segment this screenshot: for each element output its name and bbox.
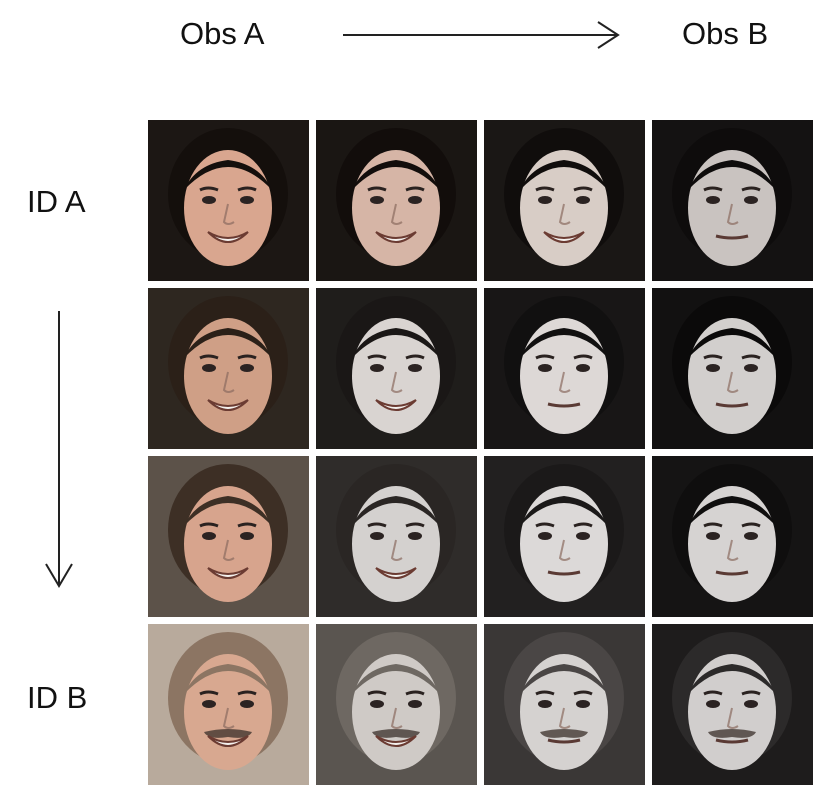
face-r4-c3 (484, 624, 645, 785)
face-r1-c4 (652, 120, 813, 281)
face-r2-c4 (652, 288, 813, 449)
face-r1-c2 (316, 120, 477, 281)
obs-b-label: Obs B (682, 16, 769, 51)
id-a-label: ID A (27, 184, 86, 219)
face-r4-c1 (148, 624, 309, 785)
face-r4-c2 (316, 624, 477, 785)
face-r1-c1 (148, 120, 309, 281)
vertical-arrow-icon (45, 311, 73, 588)
face-r3-c2 (316, 456, 477, 617)
id-b-label: ID B (27, 680, 88, 715)
face-r3-c3 (484, 456, 645, 617)
face-r3-c4 (652, 456, 813, 617)
obs-a-label: Obs A (180, 16, 265, 51)
face-r2-c2 (316, 288, 477, 449)
face-r1-c3 (484, 120, 645, 281)
face-r4-c4 (652, 624, 813, 785)
face-r3-c1 (148, 456, 309, 617)
horizontal-arrow-icon (343, 21, 620, 49)
face-r2-c3 (484, 288, 645, 449)
face-r2-c1 (148, 288, 309, 449)
